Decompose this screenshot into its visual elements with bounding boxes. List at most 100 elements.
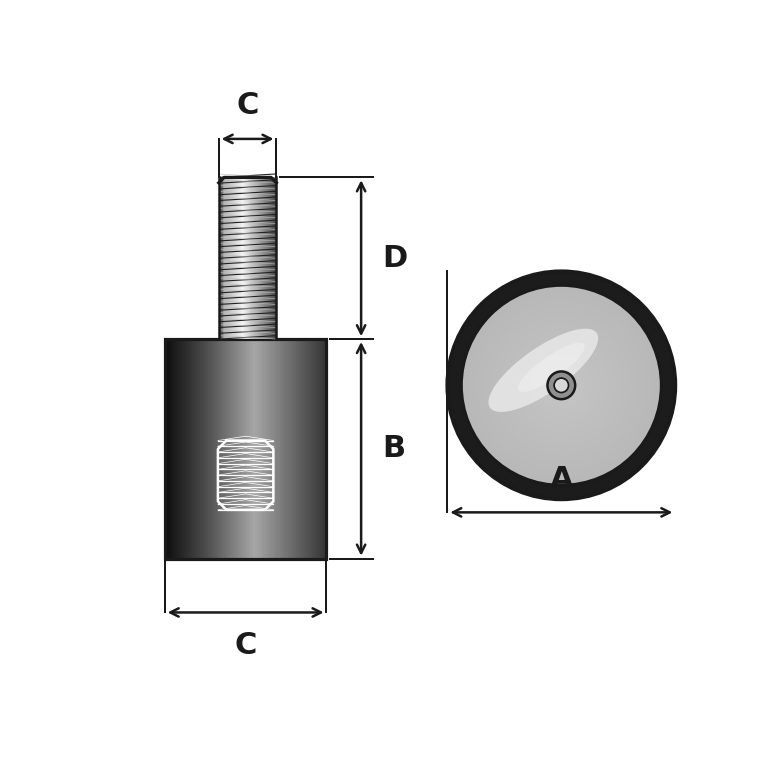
Bar	[227, 178, 228, 339]
Circle shape	[474, 298, 648, 472]
Bar	[274, 178, 276, 339]
Circle shape	[467, 291, 656, 480]
Bar	[310, 339, 312, 559]
Circle shape	[493, 317, 629, 453]
Ellipse shape	[488, 329, 598, 412]
Circle shape	[503, 327, 620, 444]
Bar	[165, 339, 326, 559]
Circle shape	[467, 292, 655, 479]
Circle shape	[543, 367, 580, 404]
Circle shape	[491, 315, 632, 456]
Circle shape	[523, 347, 599, 423]
Circle shape	[487, 311, 636, 460]
Circle shape	[496, 320, 626, 450]
Bar	[287, 339, 289, 559]
Circle shape	[479, 303, 643, 467]
Bar	[179, 339, 181, 559]
Bar	[268, 178, 269, 339]
Bar	[258, 178, 259, 339]
Text: D: D	[382, 244, 408, 273]
Bar	[325, 339, 326, 559]
Circle shape	[527, 351, 596, 420]
Circle shape	[463, 287, 660, 484]
Bar	[230, 339, 231, 559]
Bar	[231, 178, 232, 339]
Circle shape	[466, 290, 657, 481]
Circle shape	[519, 343, 605, 428]
Bar	[224, 178, 225, 339]
Bar	[225, 178, 227, 339]
Circle shape	[516, 340, 606, 430]
Circle shape	[482, 306, 640, 464]
Circle shape	[555, 379, 567, 391]
Circle shape	[538, 361, 585, 410]
Bar	[173, 339, 174, 559]
Text: B: B	[382, 435, 406, 464]
Circle shape	[501, 326, 622, 446]
Circle shape	[478, 302, 644, 468]
Bar	[249, 339, 251, 559]
Circle shape	[512, 336, 611, 435]
Circle shape	[515, 339, 608, 432]
Circle shape	[511, 335, 612, 435]
Bar	[233, 178, 234, 339]
Circle shape	[497, 321, 626, 449]
Circle shape	[508, 332, 615, 439]
Bar	[270, 339, 272, 559]
Bar	[307, 339, 308, 559]
Circle shape	[558, 382, 565, 389]
Circle shape	[530, 354, 592, 416]
Circle shape	[548, 372, 575, 399]
Circle shape	[495, 319, 628, 452]
Bar	[323, 339, 325, 559]
Bar	[244, 339, 245, 559]
Bar	[298, 339, 299, 559]
Bar	[213, 339, 215, 559]
Circle shape	[464, 287, 659, 483]
Bar	[223, 178, 224, 339]
Bar	[249, 178, 250, 339]
Circle shape	[527, 351, 595, 419]
Circle shape	[464, 288, 658, 482]
Bar	[313, 339, 315, 559]
Bar	[209, 339, 210, 559]
Bar	[182, 339, 184, 559]
Circle shape	[536, 360, 587, 411]
Bar	[284, 339, 286, 559]
Circle shape	[513, 337, 610, 434]
Circle shape	[517, 342, 605, 429]
Circle shape	[522, 346, 601, 425]
Circle shape	[520, 344, 604, 428]
Bar	[184, 339, 186, 559]
Bar	[276, 178, 277, 339]
Bar	[229, 178, 231, 339]
Bar	[245, 178, 247, 339]
Bar	[308, 339, 310, 559]
Bar	[256, 178, 257, 339]
Bar	[247, 339, 249, 559]
Bar	[239, 339, 241, 559]
Text: A: A	[549, 465, 573, 494]
Bar	[257, 178, 258, 339]
Circle shape	[514, 338, 608, 432]
Circle shape	[556, 380, 566, 390]
Bar	[170, 339, 171, 559]
Bar	[280, 339, 281, 559]
Bar	[194, 339, 196, 559]
Circle shape	[502, 326, 621, 445]
Bar	[281, 339, 283, 559]
Circle shape	[470, 294, 654, 478]
Bar	[269, 178, 270, 339]
Bar	[319, 339, 320, 559]
Circle shape	[507, 331, 615, 439]
Bar	[315, 339, 317, 559]
Circle shape	[481, 305, 642, 466]
Ellipse shape	[518, 343, 585, 392]
Bar	[291, 339, 293, 559]
Circle shape	[509, 333, 613, 437]
Bar	[257, 339, 259, 559]
Bar	[264, 178, 265, 339]
Bar	[226, 339, 227, 559]
Bar	[263, 339, 265, 559]
Circle shape	[469, 293, 654, 478]
